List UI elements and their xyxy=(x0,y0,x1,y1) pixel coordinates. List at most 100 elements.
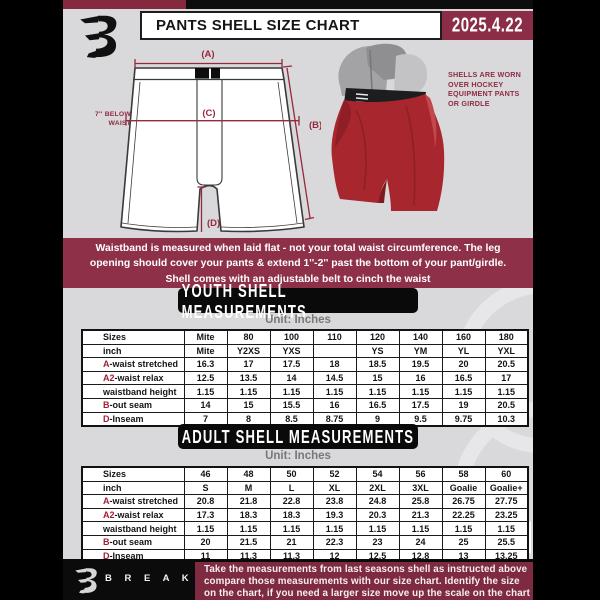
table-cell: Y2XS xyxy=(226,343,271,359)
table-row: A2-waist relax 12.5 13.5 14 14.5 15 16 16.5 17 xyxy=(81,370,529,386)
page-title: PANTS SHELL SIZE CHART xyxy=(140,11,442,40)
youth-section-banner: YOUTH SHELL MEASUREMENTS xyxy=(178,280,418,322)
table-row: Sizes 46 48 50 52 54 56 58 60 xyxy=(81,466,529,482)
table-cell: 22.25 xyxy=(441,507,486,523)
table-cell: 1.15 xyxy=(484,521,529,536)
date-badge: 2025.4.22 xyxy=(442,11,533,40)
breakaway-logo-icon xyxy=(80,15,117,59)
table-cell: 15 xyxy=(355,370,400,386)
table-cell: 1.15 xyxy=(441,521,486,536)
table-row: waistband height 1.15 1.15 1.15 1.15 1.15 1.15… xyxy=(81,384,529,399)
table-cell: 20.5 xyxy=(484,397,529,413)
table-cell: XL xyxy=(312,480,357,496)
table-cell: 20.5 xyxy=(484,357,529,372)
table-cell: 20.8 xyxy=(183,494,228,509)
row-label: waistband height xyxy=(81,384,185,399)
table-cell: 60 xyxy=(484,466,529,482)
table-cell: Goalie xyxy=(441,480,486,496)
table-cell: 50 xyxy=(269,466,314,482)
table-cell: 23.25 xyxy=(484,507,529,523)
row-label: B-out seam xyxy=(81,397,185,413)
table-cell: 54 xyxy=(355,466,400,482)
table-cell: 17.5 xyxy=(398,397,443,413)
row-label: Sizes xyxy=(81,329,185,345)
table-cell: 56 xyxy=(398,466,443,482)
date-text: 2025.4.22 xyxy=(451,14,524,37)
table-cell: 18.5 xyxy=(355,357,400,372)
table-cell: 1.15 xyxy=(269,384,314,399)
table-cell: 12.5 xyxy=(183,370,228,386)
measure-label-a: (A) xyxy=(201,49,214,60)
footer-instructions: Take the measurements from last seasons … xyxy=(195,562,533,600)
table-cell: 23 xyxy=(355,534,400,550)
table-cell: 22.8 xyxy=(269,494,314,509)
table-row: A2-waist relax 17.3 18.3 18.3 19.3 20.3 21.3 22… xyxy=(81,507,529,523)
table-cell: 24 xyxy=(398,534,443,550)
table-cell: 21.3 xyxy=(398,507,443,523)
table-cell: 18.3 xyxy=(269,507,314,523)
table-cell: 140 xyxy=(398,329,443,345)
table-cell: M xyxy=(226,480,271,496)
shell-photo xyxy=(331,43,445,211)
table-cell: 16.3 xyxy=(183,357,228,372)
table-cell: YL xyxy=(441,343,486,359)
table-cell: 17 xyxy=(484,370,529,386)
table-cell: 17.3 xyxy=(183,507,228,523)
table-cell: 16 xyxy=(398,370,443,386)
table-cell: Mite xyxy=(183,329,228,345)
table-cell: 100 xyxy=(269,329,314,345)
waistband-info-band: Waistband is measured when laid flat - n… xyxy=(63,238,533,288)
table-cell: 1.15 xyxy=(441,384,486,399)
table-row: B-out seam 14 15 15.5 16 16.5 17.5 19 20.5 xyxy=(81,397,529,413)
table-cell: Goalie+ xyxy=(484,480,529,496)
table-cell: 19.5 xyxy=(398,357,443,372)
row-label: Sizes xyxy=(81,466,185,482)
row-label: D-Inseam xyxy=(81,411,185,427)
table-cell: 16 xyxy=(312,397,357,413)
adult-banner-text: ADULT SHELL MEASUREMENTS xyxy=(181,426,415,447)
footer-brand-name: B R E A K A W A Y xyxy=(105,573,272,584)
adult-unit-label: Unit: Inches xyxy=(265,450,331,462)
table-cell: 180 xyxy=(484,329,529,345)
table-cell: 23.8 xyxy=(312,494,357,509)
table-cell: 20 xyxy=(183,534,228,550)
adult-size-table: Sizes 46 48 50 52 54 56 58 60 inch S M L XL 2XL 3XL Goal… xyxy=(81,466,529,565)
youth-size-table: Sizes Mite 80 100 110 120 140 160 180 inch Mite Y2X… xyxy=(81,329,529,428)
table-cell: 20 xyxy=(441,357,486,372)
table-cell: 16.5 xyxy=(355,397,400,413)
youth-unit-label: Unit: Inches xyxy=(265,314,331,326)
table-cell: 110 xyxy=(312,329,357,345)
table-cell: 52 xyxy=(312,466,357,482)
measure-label-c: (C) xyxy=(202,108,215,119)
table-cell: 1.15 xyxy=(355,384,400,399)
table-cell: 80 xyxy=(226,329,271,345)
table-cell: L xyxy=(269,480,314,496)
table-cell: 14.5 xyxy=(312,370,357,386)
adult-section-banner: ADULT SHELL MEASUREMENTS xyxy=(178,424,418,449)
page-title-text: PANTS SHELL SIZE CHART xyxy=(156,17,360,34)
row-label: A2-waist relax xyxy=(81,507,185,523)
table-cell: 48 xyxy=(226,466,271,482)
pants-measurement-diagram: (A) (C) (B) (D) xyxy=(120,49,321,233)
table-cell: 2XL xyxy=(355,480,400,496)
table-cell: 21.8 xyxy=(226,494,271,509)
table-cell: Mite xyxy=(183,343,228,359)
footer-bar: B R E A K A W A Y Take the measurements … xyxy=(63,559,533,600)
measure-label-d: (D) xyxy=(207,218,220,229)
table-cell: 1.15 xyxy=(226,521,271,536)
table-cell: 20.3 xyxy=(355,507,400,523)
table-cell: 58 xyxy=(441,466,486,482)
table-cell: 1.15 xyxy=(183,384,228,399)
table-row: A-waist stretched 20.8 21.8 22.8 23.8 24.8 25.… xyxy=(81,494,529,509)
table-cell: 25 xyxy=(441,534,486,550)
table-cell: YXL xyxy=(484,343,529,359)
table-cell xyxy=(312,343,357,359)
table-cell: 1.15 xyxy=(312,384,357,399)
table-cell: YM xyxy=(398,343,443,359)
row-label: B-out seam xyxy=(81,534,185,550)
table-cell: 19.3 xyxy=(312,507,357,523)
table-cell: 22.3 xyxy=(312,534,357,550)
table-cell: 13.5 xyxy=(226,370,271,386)
table-row: inch Mite Y2XS YXS YS YM YL YXL xyxy=(81,343,529,359)
table-cell: 15.5 xyxy=(269,397,314,413)
